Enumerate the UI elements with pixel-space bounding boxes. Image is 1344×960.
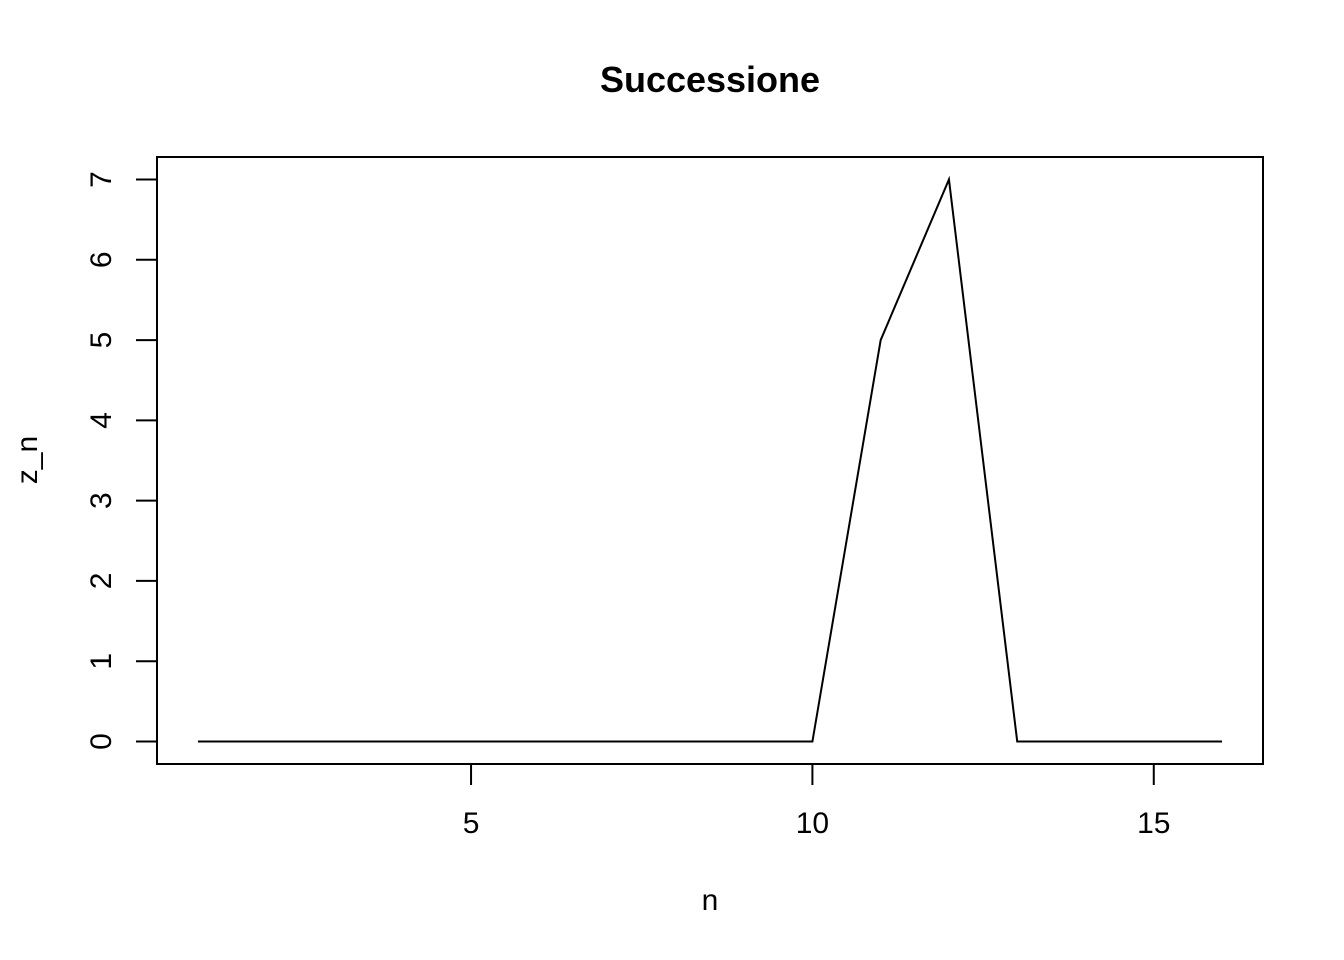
y-tick-label: 2: [85, 573, 118, 590]
y-tick-label: 1: [85, 653, 118, 670]
y-tick-label: 6: [85, 251, 118, 268]
x-tick-label: 15: [1137, 807, 1170, 840]
y-tick-label: 4: [85, 412, 118, 429]
x-axis: 5 10 15: [463, 763, 1170, 840]
y-tick-label: 5: [85, 332, 118, 349]
x-tick-label: 5: [463, 807, 480, 840]
series-line: [197, 175, 1223, 743]
chart-title: Successione: [600, 59, 820, 100]
series-layer: [197, 175, 1223, 743]
plot-frame: [156, 156, 1264, 765]
x-axis-label: n: [702, 884, 719, 917]
x-tick-label: 10: [796, 807, 829, 840]
y-tick-label: 3: [85, 492, 118, 509]
y-axis-label: z_n: [11, 436, 44, 484]
y-tick-label: 0: [85, 733, 118, 750]
y-axis: 0 1 2 3 4 5 6 7: [85, 171, 158, 750]
y-tick-label: 7: [85, 171, 118, 188]
